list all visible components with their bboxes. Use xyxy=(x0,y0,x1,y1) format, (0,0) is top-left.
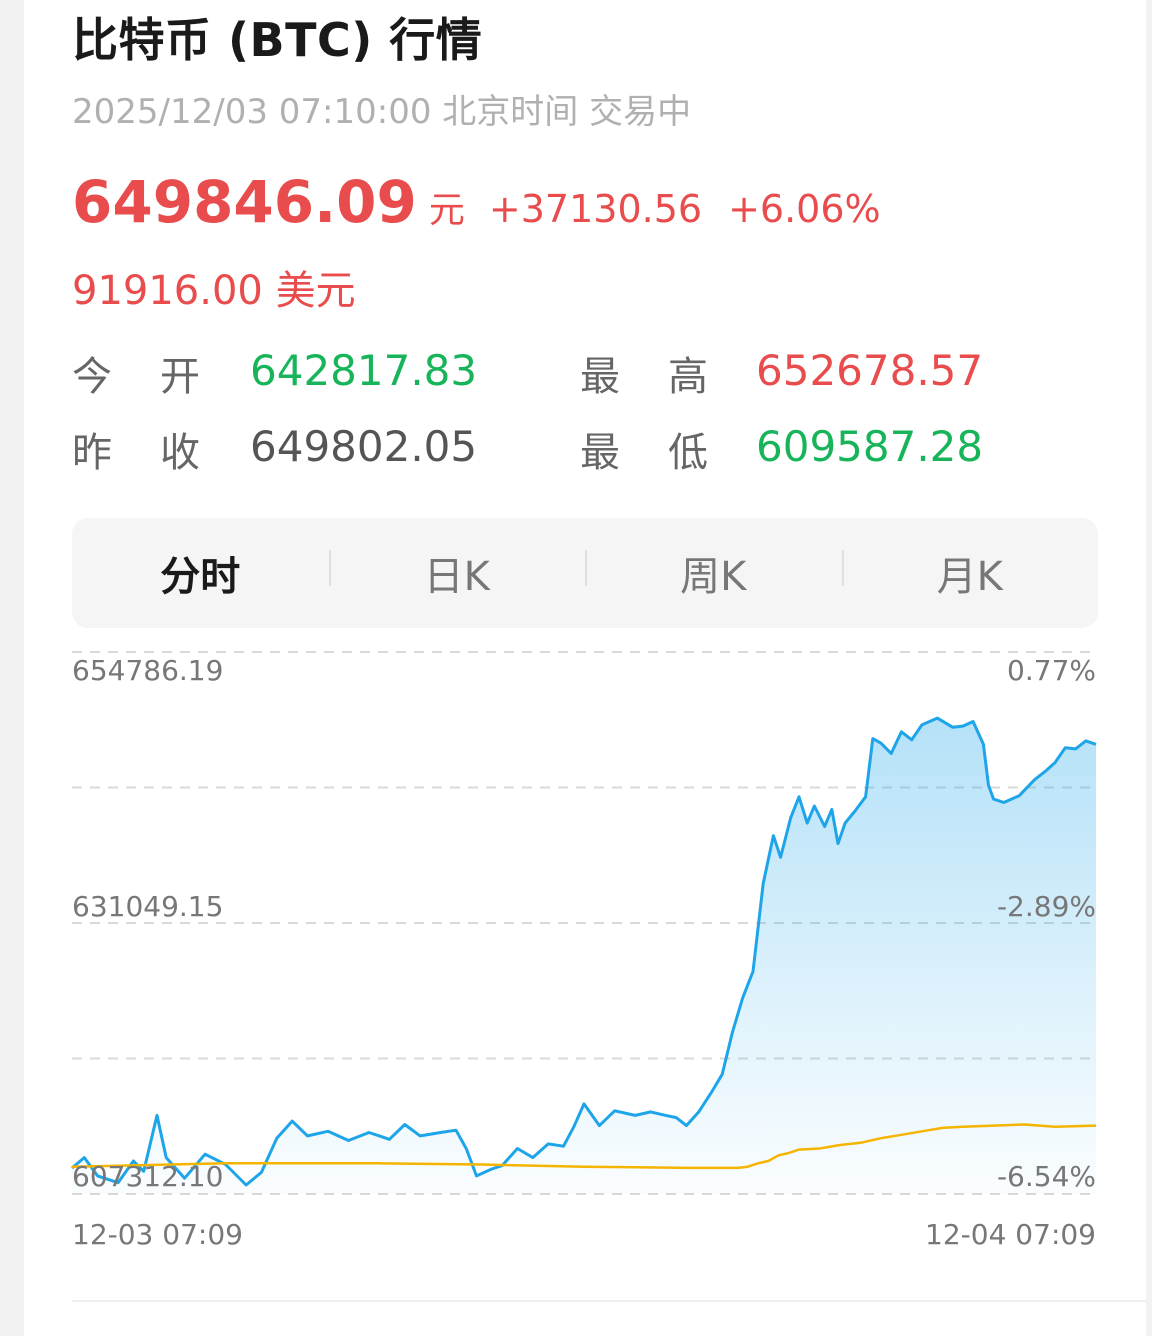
chart-labels: 654786.19 631049.15 607312.10 0.77% -2.8… xyxy=(72,654,1096,1251)
average-line xyxy=(71,1123,1097,1170)
x-tick-start: 12-03 07:09 xyxy=(72,1218,243,1251)
quote-card: 比特币 (BTC) 行情 2025/12/03 07:10:00 北京时间 交易… xyxy=(24,0,1146,1336)
y-tick-left-bottom: 607312.10 xyxy=(72,1160,223,1193)
tab-daily-k[interactable]: 日K xyxy=(328,544,586,602)
price-area xyxy=(72,718,1096,1194)
y-tick-right-top: 0.77% xyxy=(1007,654,1096,687)
y-tick-right-bottom: -6.54% xyxy=(997,1160,1096,1193)
tab-intraday[interactable]: 分时 xyxy=(160,554,241,600)
period-tabs: 分时 日K 周K 月K xyxy=(72,518,1098,628)
page-title: 比特币 (BTC) 行情 xyxy=(72,13,483,67)
high-value: 652678.57 xyxy=(756,346,984,395)
high-label: 最高 xyxy=(580,354,756,400)
price-change: +37130.56 xyxy=(488,187,703,231)
low-value: 609587.28 xyxy=(756,422,984,471)
price-line xyxy=(71,716,1097,1187)
y-tick-right-mid: -2.89% xyxy=(997,890,1096,923)
price-change-pct: +6.06% xyxy=(728,187,881,231)
y-tick-left-top: 654786.19 xyxy=(72,654,223,687)
chart-series xyxy=(71,716,1097,1194)
price-row: 649846.09 元 +37130.56 +6.06% xyxy=(72,168,881,236)
y-tick-left-mid: 631049.15 xyxy=(72,890,223,923)
x-tick-end: 12-04 07:09 xyxy=(925,1218,1096,1251)
low-label: 最低 xyxy=(580,430,756,476)
tab-monthly-k[interactable]: 月K xyxy=(841,544,1099,602)
trade-timestamp: 2025/12/03 07:10:00 北京时间 交易中 xyxy=(72,92,692,132)
prev-close-label: 昨收 xyxy=(72,430,248,476)
current-price: 649846.09 xyxy=(72,168,417,236)
price-unit: 元 xyxy=(428,190,465,231)
prev-close-value: 649802.05 xyxy=(250,422,478,471)
open-value: 642817.83 xyxy=(250,346,478,395)
divider xyxy=(72,1300,1146,1302)
usd-price: 91916.00 美元 xyxy=(72,268,356,314)
tab-weekly-k[interactable]: 周K xyxy=(585,544,842,602)
intraday-chart[interactable]: 654786.19 631049.15 607312.10 0.77% -2.8… xyxy=(24,640,1146,1260)
open-label: 今开 xyxy=(72,354,248,400)
